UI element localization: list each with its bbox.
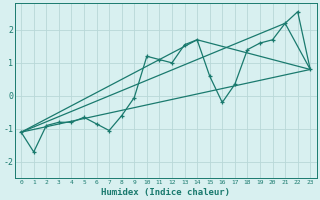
X-axis label: Humidex (Indice chaleur): Humidex (Indice chaleur) (101, 188, 230, 197)
